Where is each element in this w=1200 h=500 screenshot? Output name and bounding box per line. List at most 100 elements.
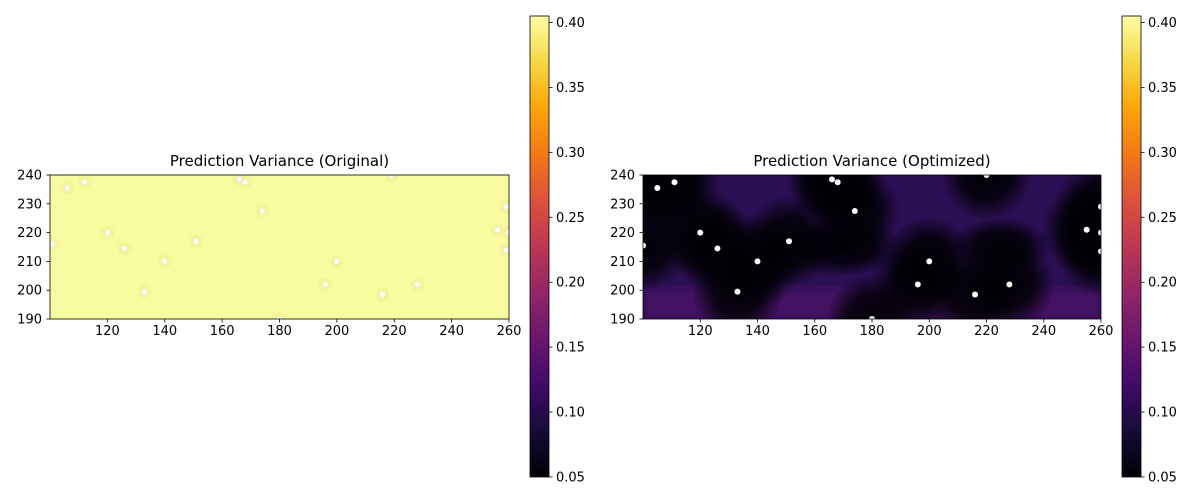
sample-points <box>50 175 509 319</box>
x-tick-label: 240 <box>439 324 464 339</box>
sample-point-9 <box>235 175 243 183</box>
sample-point-17 <box>413 281 421 288</box>
sample-point-1 <box>643 242 646 249</box>
x-tick-label: 200 <box>324 324 349 339</box>
colorbar-frame <box>529 15 550 478</box>
sample-point-20 <box>1098 248 1101 255</box>
sample-point-15 <box>972 291 979 298</box>
sample-point-14 <box>333 257 341 265</box>
sample-point-16 <box>983 175 990 178</box>
sample-point-2 <box>654 184 661 191</box>
y-tick-label: 220 <box>17 226 42 241</box>
y-tick-label: 200 <box>610 284 635 299</box>
sample-point-8 <box>785 238 792 245</box>
variance-trough <box>783 217 904 277</box>
variance-halo <box>382 175 401 184</box>
variance-halo <box>500 223 509 242</box>
variance-trough <box>950 217 1051 277</box>
x-tick-label: 140 <box>152 324 177 339</box>
sample-point-20 <box>502 246 509 254</box>
x-tick-label: 120 <box>95 324 120 339</box>
colorbar-tick-label: 0.25 <box>1148 211 1177 226</box>
variance-trough <box>940 175 1033 221</box>
sample-point-7 <box>161 257 169 265</box>
sample-point-21 <box>1098 229 1101 236</box>
colorbar-gradient <box>1122 16 1141 477</box>
x-tick-label: 180 <box>267 324 292 339</box>
sample-point-18 <box>1083 226 1090 233</box>
colorbar-tick-label: 0.05 <box>556 471 585 486</box>
chart-panel-2: 120 140 160 180 200 220 240 260 190 200 210 220 230 2… <box>610 15 1177 486</box>
sample-point-6 <box>734 288 741 295</box>
x-tick-label: 260 <box>1089 324 1114 339</box>
y-tick-label: 210 <box>610 255 635 270</box>
colorbar-tick-label: 0.15 <box>556 341 585 356</box>
chart-panel-1: 120 140 160 180 200 220 240 260 190 200 210 220 230 2… <box>17 15 585 486</box>
sample-point-15 <box>379 291 387 298</box>
sample-point-2 <box>63 184 71 192</box>
sample-point-9 <box>828 176 835 183</box>
y-tick-label: 230 <box>610 197 635 212</box>
sample-point-8 <box>192 237 200 245</box>
sample-point-10 <box>241 178 249 186</box>
sample-point-12 <box>276 315 283 319</box>
y-tick-label: 190 <box>17 313 42 328</box>
colorbar-tick-label: 0.30 <box>556 146 585 161</box>
sample-point-1 <box>50 240 57 248</box>
colorbar-tick-label: 0.10 <box>556 406 585 421</box>
y-tick-label: 220 <box>610 226 635 241</box>
sample-point-10 <box>834 179 841 186</box>
x-axis: 120 140 160 180 200 220 240 260 <box>95 319 521 339</box>
colorbar-tick-label: 0.35 <box>1148 81 1177 96</box>
sample-point-13 <box>914 281 921 288</box>
y-tick-label: 210 <box>17 255 42 270</box>
x-tick-label: 160 <box>210 324 235 339</box>
chart-title: Prediction Variance (Optimized) <box>753 152 990 170</box>
y-axis: 190 200 210 220 230 240 <box>17 169 50 328</box>
colorbar-tick-label: 0.30 <box>1148 146 1177 161</box>
y-tick-label: 200 <box>17 284 42 299</box>
sample-point-11 <box>851 208 858 214</box>
y-tick-label: 240 <box>17 169 42 184</box>
x-tick-label: 180 <box>860 324 885 339</box>
sample-point-21 <box>505 229 509 236</box>
sample-point-14 <box>926 258 933 265</box>
sample-point-4 <box>103 229 111 237</box>
sample-point-16 <box>387 175 395 179</box>
colorbar-tick-label: 0.10 <box>1148 406 1177 421</box>
x-tick-label: 200 <box>917 324 942 339</box>
sample-point-12 <box>869 316 875 319</box>
colorbar-tick-label: 0.15 <box>1148 341 1177 356</box>
sample-point-19 <box>1098 203 1101 210</box>
colorbar: 0.05 0.10 0.15 0.20 0.25 0.30 0.35 0.40 <box>1121 15 1177 486</box>
variance-halo <box>270 310 289 319</box>
x-tick-label: 260 <box>497 324 522 339</box>
variance-trough <box>1055 186 1101 279</box>
sample-point-4 <box>697 229 704 236</box>
x-tick-label: 160 <box>802 324 827 339</box>
colorbar-frame <box>1121 15 1142 478</box>
colorbar-tick-label: 0.40 <box>556 16 585 31</box>
y-tick-label: 190 <box>610 313 635 328</box>
colorbar-tick-label: 0.40 <box>1148 16 1177 31</box>
colorbar-tick-label: 0.35 <box>556 81 585 96</box>
sample-points <box>643 175 1101 319</box>
x-tick-label: 140 <box>745 324 770 339</box>
y-axis: 190 200 210 220 230 240 <box>610 169 643 328</box>
sample-point-5 <box>121 245 128 252</box>
sample-point-3 <box>671 179 678 186</box>
y-tick-label: 230 <box>17 197 42 212</box>
sample-point-5 <box>714 245 721 252</box>
sample-point-18 <box>494 226 501 234</box>
x-tick-label: 220 <box>382 324 407 339</box>
colorbar-gradient <box>530 16 549 477</box>
colorbar-tick-label: 0.25 <box>556 211 585 226</box>
sample-point-13 <box>321 281 329 288</box>
x-tick-label: 120 <box>688 324 713 339</box>
chart-title: Prediction Variance (Original) <box>170 152 389 170</box>
colorbar-tick-label: 0.05 <box>1148 471 1177 486</box>
sample-point-3 <box>81 178 88 186</box>
sample-point-6 <box>141 288 149 296</box>
x-tick-label: 240 <box>1031 324 1056 339</box>
